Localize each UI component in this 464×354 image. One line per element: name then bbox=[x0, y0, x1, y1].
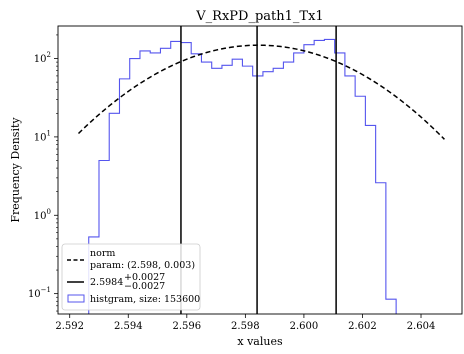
histogram-series bbox=[88, 38, 397, 314]
legend-vline-sup: +0.0027 bbox=[124, 272, 165, 283]
y-tick-label-2: 101 bbox=[34, 129, 51, 143]
norm-fit-series bbox=[77, 44, 445, 140]
y-axis-label: Frequency Density bbox=[9, 117, 22, 223]
axes-frame bbox=[57, 25, 463, 315]
x-tick-label-3: 2.598 bbox=[231, 321, 260, 332]
axis-ticks: 2.592 2.594 2.596 2.598 2.600 2.602 2.604 10−1 1… bbox=[28, 34, 436, 332]
x-axis-label: x values bbox=[237, 335, 283, 348]
legend-box bbox=[61, 243, 201, 311]
x-tick-label-6: 2.604 bbox=[407, 321, 436, 332]
legend-norm-param: param: (2.598, 0.003) bbox=[90, 260, 195, 271]
x-tick-label-0: 2.592 bbox=[55, 321, 84, 332]
y-tick-label-0: 10−1 bbox=[28, 286, 51, 300]
legend-hist-swatch bbox=[67, 294, 85, 303]
x-tick-label-4: 2.600 bbox=[290, 321, 319, 332]
y-tick-label-1: 100 bbox=[34, 208, 51, 222]
legend-hist-label: histgram, size: 153600 bbox=[90, 294, 200, 305]
chart-title: V_RxPD_path1_Tx1 bbox=[195, 9, 323, 24]
y-tick-label-3: 102 bbox=[34, 51, 51, 65]
legend-vline-sub: −0.0027 bbox=[124, 281, 165, 292]
x-tick-label-5: 2.602 bbox=[348, 321, 377, 332]
x-tick-label-1: 2.594 bbox=[114, 321, 143, 332]
x-tick-label-2: 2.596 bbox=[172, 321, 201, 332]
legend-vline-label: 2.5984 bbox=[90, 277, 123, 288]
legend-norm-label: norm bbox=[90, 248, 115, 259]
